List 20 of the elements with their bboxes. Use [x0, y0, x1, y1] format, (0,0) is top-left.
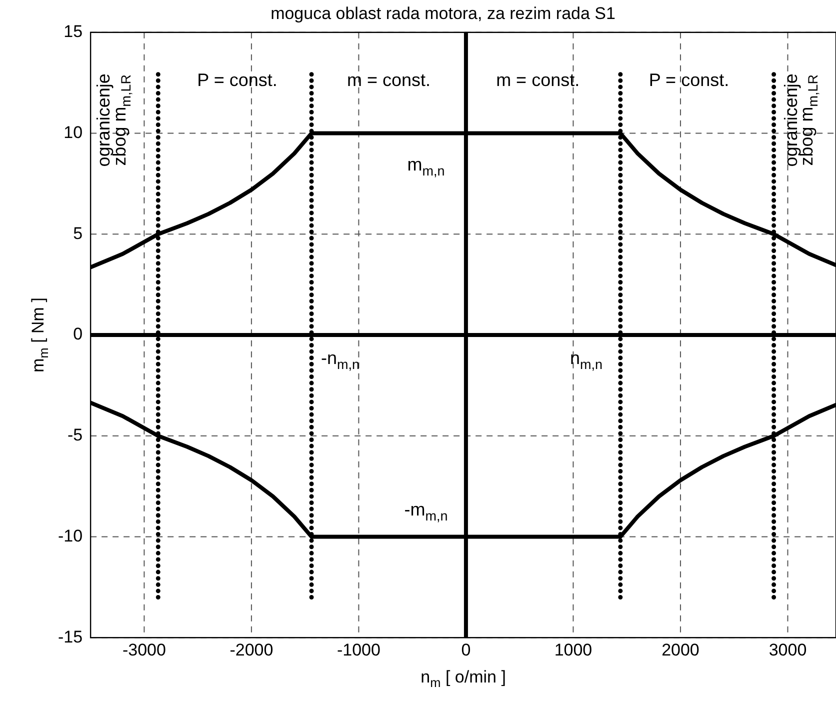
x-tick-label: 1000 [554, 640, 592, 660]
y-tick-label: 0 [73, 324, 83, 344]
y-tick-label: 10 [64, 122, 83, 142]
annotation: m = const. [496, 70, 580, 90]
y-axis-title: mm [ Nm ] [28, 298, 52, 372]
annotation: P = const. [197, 70, 278, 90]
x-tick-label: 3000 [768, 640, 807, 660]
x-tick-label: 0 [461, 640, 471, 660]
chart-title: moguca oblast rada motora, za rezim rada S1 [270, 4, 616, 23]
annotation: P = const. [648, 70, 730, 90]
y-tick-label: 5 [73, 224, 83, 243]
x-tick-label: -1000 [336, 640, 380, 660]
y-tick-label: -10 [58, 526, 83, 546]
y-tick-label: -15 [58, 627, 83, 646]
x-tick-label: 2000 [662, 640, 700, 660]
y-tick-label: -5 [67, 426, 83, 445]
x-tick-label: -2000 [230, 640, 274, 660]
annotation: m = const. [346, 70, 431, 90]
x-tick-label: -3000 [122, 640, 166, 660]
y-tick-label: 15 [64, 22, 83, 42]
